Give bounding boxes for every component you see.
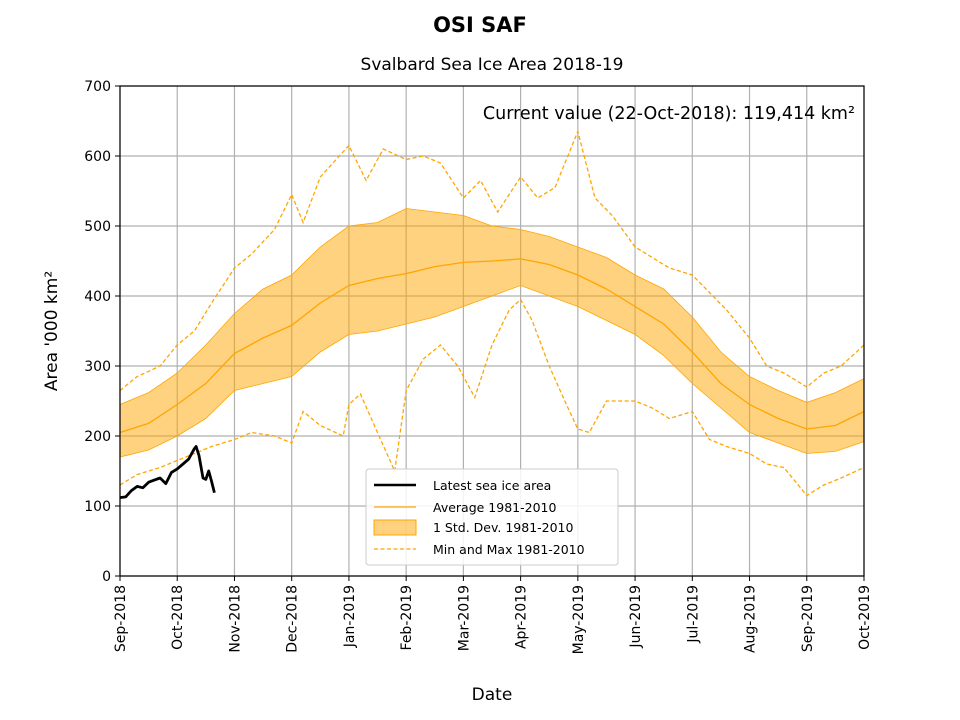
chart-title: Svalbard Sea Ice Area 2018-19 — [361, 55, 624, 75]
chart-suptitle: OSI SAF — [433, 13, 527, 37]
x-tick-label: May-2019 — [571, 585, 587, 654]
legend-latest-label: Latest sea ice area — [433, 478, 551, 493]
plot-frame — [119, 85, 865, 577]
legend-minmax-label: Min and Max 1981-2010 — [433, 542, 585, 557]
x-tick-label: Mar-2019 — [456, 585, 472, 651]
y-tick-label: 300 — [84, 359, 111, 375]
y-tick-label: 200 — [84, 429, 111, 445]
min-line — [119, 298, 865, 497]
y-tick-label: 400 — [84, 289, 111, 305]
x-tick-label: Feb-2019 — [399, 585, 415, 650]
y-tick-label: 500 — [84, 219, 111, 235]
legend-box — [365, 468, 619, 566]
average-line — [119, 258, 865, 434]
legend-std-label: 1 Std. Dev. 1981-2010 — [433, 520, 574, 535]
x-tick-label: Oct-2018 — [170, 585, 186, 650]
y-tick-label: 100 — [84, 499, 111, 515]
x-tick-label: Nov-2018 — [227, 585, 243, 653]
y-tick-label: 0 — [102, 569, 111, 585]
x-tick-label: Aug-2019 — [743, 585, 759, 653]
x-tick-label: Jul-2019 — [685, 585, 701, 644]
x-tick-label: Dec-2018 — [285, 585, 301, 653]
series-lines-layer — [119, 129, 865, 499]
latest-line — [119, 445, 216, 499]
y-tick-label: 600 — [84, 149, 111, 165]
x-axis-ticks: Sep-2018 Oct-2018 Nov-2018 Dec-2018 Jan-2019… — [113, 576, 873, 654]
y-axis-label: Area '000 km² — [42, 271, 62, 391]
x-tick-label: Jun-2019 — [628, 585, 644, 649]
x-tick-label: Apr-2019 — [514, 585, 530, 649]
x-tick-label: Sep-2018 — [113, 585, 129, 652]
x-tick-label: Oct-2019 — [857, 585, 873, 650]
legend: Latest sea ice area Average 1981-2010 1 … — [365, 468, 619, 566]
x-tick-label: Jan-2019 — [342, 585, 358, 648]
x-tick-label: Sep-2019 — [800, 585, 816, 652]
legend-average-label: Average 1981-2010 — [433, 500, 556, 515]
y-axis-ticks: 0 100 200 300 400 500 600 700 — [84, 79, 120, 585]
x-axis-label: Date — [472, 685, 513, 705]
y-tick-label: 700 — [84, 79, 111, 95]
max-line — [119, 129, 865, 392]
legend-std-swatch — [373, 519, 417, 536]
current-value-annotation: Current value (22-Oct-2018): 119,414 km² — [483, 104, 855, 124]
